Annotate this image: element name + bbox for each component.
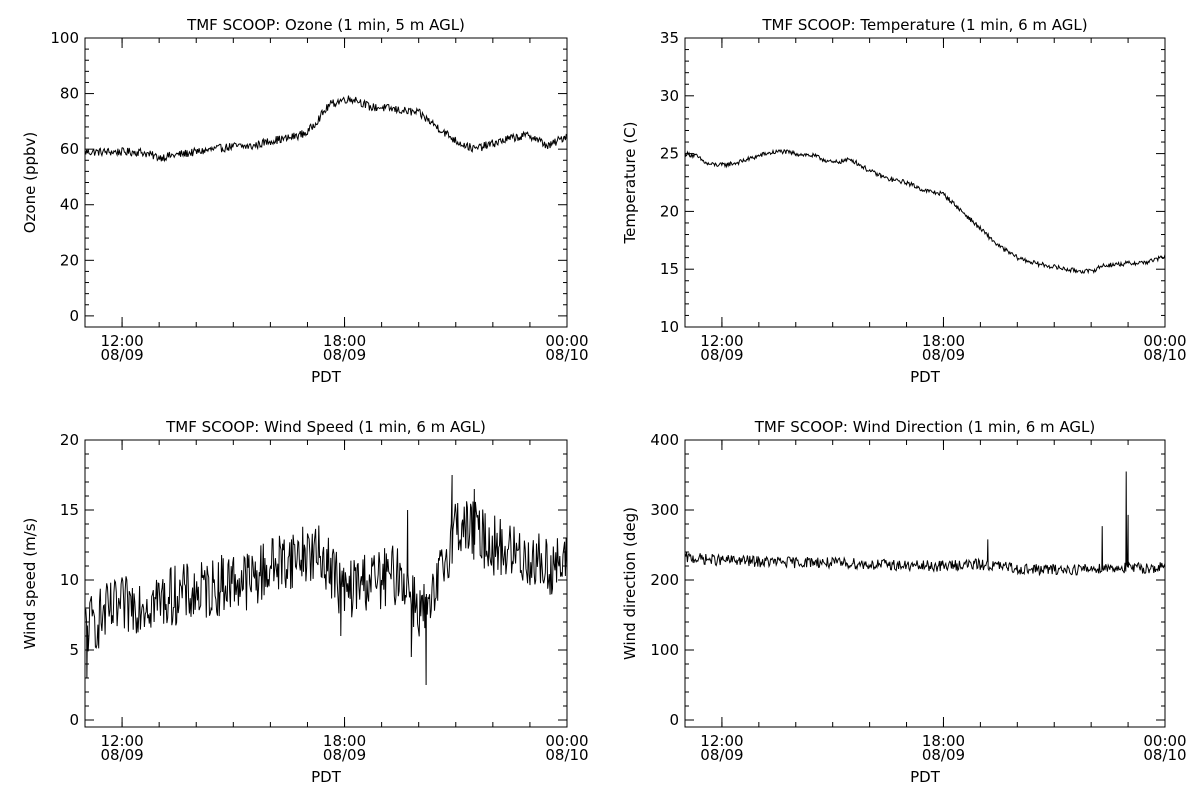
chart-title: TMF SCOOP: Temperature (1 min, 6 m AGL) [761, 16, 1087, 34]
x-axis-label: PDT [311, 768, 342, 786]
x-tick-time-label: 00:00 [545, 732, 588, 750]
plot-frame [84, 37, 568, 328]
y-axis-label: Wind direction (deg) [621, 507, 639, 660]
x-tick-date-label: 08/09 [100, 746, 143, 764]
x-tick-date-label: 08/09 [323, 346, 366, 364]
x-tick-time-label: 18:00 [323, 332, 366, 350]
y-tick-label: 0 [69, 307, 79, 325]
x-tick-date-label: 08/09 [922, 746, 965, 764]
y-axis-label: Ozone (ppbv) [21, 132, 39, 234]
y-tick-label: 40 [60, 196, 79, 214]
x-tick-date-label: 08/09 [323, 746, 366, 764]
chart-title: TMF SCOOP: Wind Speed (1 min, 6 m AGL) [165, 418, 486, 436]
x-tick-time-label: 12:00 [100, 332, 143, 350]
x-tick-time-label: 12:00 [700, 732, 743, 750]
y-tick-label: 15 [660, 260, 679, 278]
x-tick-date-label: 08/09 [922, 346, 965, 364]
y-tick-label: 5 [69, 641, 79, 659]
x-tick-date-label: 08/10 [545, 746, 588, 764]
y-tick-label: 15 [60, 501, 79, 519]
data-series-line [684, 471, 1166, 577]
y-tick-label: 20 [60, 431, 79, 449]
y-tick-label: 80 [60, 85, 79, 103]
y-tick-label: 20 [660, 202, 679, 220]
x-tick-date-label: 08/09 [100, 346, 143, 364]
y-tick-label: 10 [660, 318, 679, 336]
chart-title: TMF SCOOP: Ozone (1 min, 5 m AGL) [186, 16, 465, 34]
x-axis-label: PDT [311, 368, 342, 386]
y-tick-label: 400 [650, 431, 679, 449]
y-tick-label: 20 [60, 251, 79, 269]
plot-frame [684, 37, 1166, 328]
chart-panel-3: TMF SCOOP: Wind Speed (1 min, 6 m AGL) 0 5… [21, 418, 589, 786]
y-axis-label: Wind speed (m/s) [21, 518, 39, 650]
y-tick-label: 100 [50, 29, 79, 47]
y-tick-label: 10 [60, 571, 79, 589]
chart-title: TMF SCOOP: Wind Direction (1 min, 6 m AG… [754, 418, 1095, 436]
y-tick-label: 0 [669, 711, 679, 729]
x-axis-label: PDT [910, 368, 941, 386]
chart-panel-1: TMF SCOOP: Ozone (1 min, 5 m AGL) 0 20 40 60… [21, 16, 589, 386]
x-tick-time-label: 18:00 [323, 732, 366, 750]
y-tick-label: 200 [650, 571, 679, 589]
y-tick-label: 30 [660, 87, 679, 105]
x-tick-time-label: 18:00 [922, 732, 965, 750]
x-tick-time-label: 00:00 [1143, 732, 1186, 750]
plot-frame [684, 439, 1166, 728]
x-tick-date-label: 08/09 [700, 746, 743, 764]
x-axis-label: PDT [910, 768, 941, 786]
y-axis-label: Temperature (C) [621, 122, 639, 245]
x-tick-date-label: 08/10 [1143, 746, 1186, 764]
y-tick-label: 60 [60, 140, 79, 158]
y-tick-label: 35 [660, 29, 679, 47]
data-series-line [684, 148, 1166, 275]
y-tick-label: 25 [660, 145, 679, 163]
x-tick-time-label: 00:00 [1143, 332, 1186, 350]
y-tick-label: 0 [69, 711, 79, 729]
y-tick-label: 300 [650, 501, 679, 519]
chart-panel-2: TMF SCOOP: Temperature (1 min, 6 m AGL) 1… [621, 16, 1187, 386]
y-tick-label: 100 [650, 641, 679, 659]
x-tick-date-label: 08/09 [700, 346, 743, 364]
data-series-line [84, 474, 568, 686]
x-tick-date-label: 08/10 [545, 346, 588, 364]
chart-panel-4: TMF SCOOP: Wind Direction (1 min, 6 m AG… [621, 418, 1187, 786]
x-tick-time-label: 12:00 [700, 332, 743, 350]
x-tick-time-label: 18:00 [922, 332, 965, 350]
x-tick-time-label: 00:00 [545, 332, 588, 350]
data-series-line [84, 95, 568, 163]
x-tick-date-label: 08/10 [1143, 346, 1186, 364]
plot-frame [84, 439, 568, 728]
x-tick-time-label: 12:00 [100, 732, 143, 750]
